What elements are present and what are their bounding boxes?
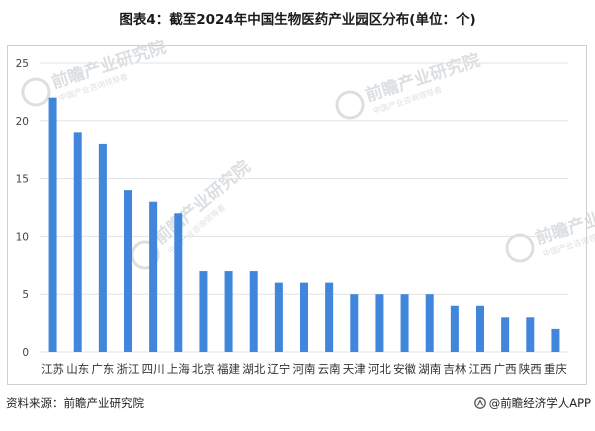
bars	[48, 97, 560, 353]
x-tick-label: 湖南	[418, 362, 441, 376]
x-tick-label: 北京	[192, 362, 215, 376]
y-tick-label: 20	[16, 116, 29, 128]
bar	[400, 294, 409, 352]
brand-credit: @前瞻经济学人APP	[473, 395, 591, 411]
x-tick-label: 江苏	[41, 362, 64, 376]
x-tick-label: 重庆	[544, 362, 567, 376]
x-tick-label: 浙江	[117, 362, 140, 376]
x-tick-label: 山东	[66, 362, 89, 376]
bar	[375, 294, 384, 352]
x-tick-label: 河南	[293, 362, 316, 376]
x-tick-label: 陕西	[519, 362, 542, 376]
y-tick-label: 5	[22, 289, 29, 301]
watermark-logo-icon	[505, 233, 535, 263]
bar	[551, 328, 560, 352]
bar	[325, 282, 334, 352]
x-tick-label: 吉林	[443, 362, 466, 376]
bar	[224, 271, 233, 352]
x-tick-label: 天津	[343, 362, 366, 376]
x-axis-ticks: 江苏 山东 广东 浙江 四川 上海 北京 福建 湖北 辽宁 河南 云南 天津 河北 安徽 湖南 吉林 江西 广西 陕西…	[41, 362, 567, 376]
y-tick-label: 25	[16, 58, 29, 70]
x-tick-label: 安徽	[393, 362, 416, 376]
x-tick-label: 上海	[167, 362, 190, 376]
bar	[526, 317, 535, 352]
y-tick-label: 15	[16, 174, 29, 186]
bar	[124, 190, 132, 352]
brand-credit-text: @前瞻经济学人APP	[488, 396, 591, 410]
bar	[501, 317, 510, 352]
x-tick-label: 福建	[217, 362, 240, 376]
watermark-logo-icon	[21, 77, 51, 107]
chart-frame	[7, 45, 587, 385]
y-tick-label: 0	[22, 347, 29, 359]
bar	[425, 294, 434, 352]
bar	[199, 271, 208, 352]
bar	[350, 294, 359, 352]
bar	[249, 271, 258, 352]
bar	[48, 97, 57, 353]
bar	[300, 282, 308, 352]
chart-title: 图表4：截至2024年中国生物医药产业园区分布(单位：个)	[119, 12, 476, 28]
y-axis-ticks: 0 5 10 15 20 25	[16, 58, 29, 359]
x-tick-label: 江西	[469, 362, 492, 376]
watermark-logo-icon	[335, 90, 365, 120]
y-tick-label: 10	[16, 231, 29, 243]
bar	[73, 132, 82, 352]
bar	[174, 213, 183, 352]
source-note: 资料来源：前瞻产业研究院	[6, 396, 144, 410]
brand-logo-icon	[473, 397, 486, 409]
x-tick-label: 广西	[494, 362, 517, 376]
bar	[476, 305, 484, 352]
x-tick-label: 河北	[368, 362, 391, 376]
bar	[274, 282, 283, 352]
bar	[149, 201, 158, 352]
bar	[98, 143, 107, 352]
x-tick-label: 湖北	[242, 362, 265, 376]
x-tick-label: 云南	[318, 362, 341, 376]
x-tick-label: 广东	[91, 362, 114, 376]
bar	[450, 305, 459, 352]
x-tick-label: 辽宁	[267, 362, 290, 376]
x-tick-label: 四川	[142, 362, 165, 376]
watermark-brand: 前瞻产业研究院	[150, 156, 255, 249]
